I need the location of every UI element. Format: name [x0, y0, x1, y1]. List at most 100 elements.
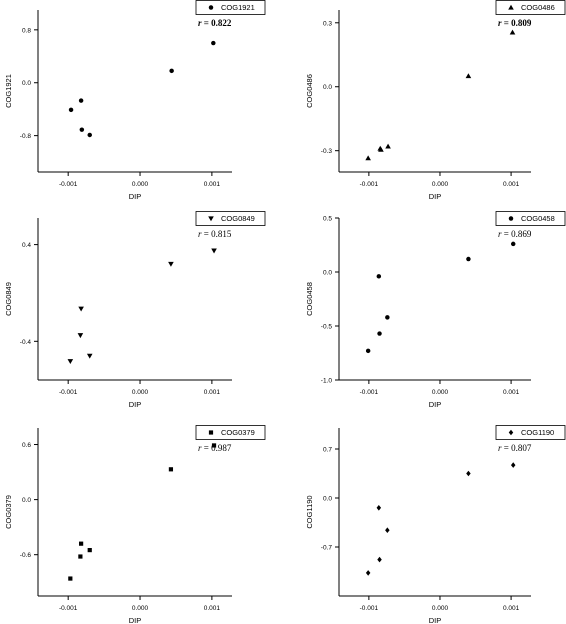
legend: COG0379: [195, 425, 266, 440]
x-tick-label: -0.001: [59, 181, 78, 188]
legend-label: COG0849: [221, 214, 255, 223]
correlation-label: r = 0.809: [498, 18, 532, 28]
correlation-label: r = 0.807: [498, 443, 532, 453]
y-tick-label: -0.6: [20, 552, 32, 559]
scatter-panel-cog0458: -0.001 0.000 0.001 0.5 0.0 -0.5 -1.0 DIP COG0458…: [305, 211, 566, 409]
y-tick-label: 0.0: [22, 497, 31, 504]
data-point: [211, 248, 217, 254]
data-point: [78, 306, 84, 312]
legend-marker: [508, 4, 514, 10]
data-point: [67, 359, 74, 365]
data-point: [168, 467, 174, 472]
x-axis-label: DIP: [429, 616, 442, 624]
y-tick-label: -0.8: [20, 133, 32, 140]
y-tick-label: -0.7: [321, 545, 333, 552]
x-tick-label: 0.000: [432, 389, 449, 396]
y-axis-label: COG0849: [4, 282, 13, 316]
legend-marker: [208, 216, 214, 222]
x-axis-label: DIP: [129, 400, 142, 409]
correlation-label: r = 0.869: [498, 229, 532, 239]
legend-marker: [208, 430, 214, 435]
scatter-panel-cog0486: -0.001 0.000 0.001 0.3 0.0 -0.3 DIP COG0486 COG0…: [305, 0, 566, 201]
data-point: [86, 353, 93, 359]
x-tick-label: 0.000: [132, 389, 149, 396]
x-tick-label: -0.001: [59, 605, 78, 612]
data-point: [211, 443, 217, 448]
y-tick-label: -0.4: [20, 339, 32, 346]
data-point: [78, 554, 83, 559]
data-point: [211, 40, 216, 46]
data-point: [465, 73, 472, 79]
y-axis-label: COG1921: [4, 74, 13, 108]
x-tick-label: 0.001: [503, 389, 520, 396]
legend-marker: [508, 216, 514, 221]
data-point: [509, 29, 516, 35]
data-point: [510, 462, 516, 468]
correlation-label: r = 0.815: [198, 229, 232, 239]
y-tick-label: -0.5: [321, 324, 333, 331]
data-point: [385, 315, 390, 320]
scatter-panel-cog1190: -0.001 0.000 0.001 0.7 0.0 -0.7 DIP COG1190 COG1…: [305, 425, 566, 624]
data-point: [77, 333, 84, 339]
legend: COG0486: [495, 0, 566, 15]
data-point: [168, 261, 174, 267]
x-tick-label: 0.001: [204, 181, 221, 188]
y-tick-label: 0.3: [323, 20, 332, 27]
y-tick-label: 0.7: [323, 447, 332, 454]
y-tick-label: 0.0: [323, 84, 332, 91]
legend: COG0849: [195, 211, 266, 226]
x-tick-label: 0.001: [204, 389, 221, 396]
data-point: [79, 127, 85, 132]
y-axis-label: COG0379: [4, 495, 13, 529]
y-tick-label: 0.6: [22, 442, 31, 449]
x-tick-label: 0.001: [204, 605, 221, 612]
x-tick-label: -0.001: [360, 389, 379, 396]
data-point: [78, 98, 84, 103]
x-tick-label: 0.001: [503, 181, 520, 188]
x-tick-label: -0.001: [59, 389, 78, 396]
legend-label: COG1190: [521, 428, 554, 437]
scatter-panel-cog1921: -0.001 0.000 0.001 0.8 0.0 -0.8 DIP COG1921 COG1…: [4, 0, 266, 201]
x-axis-label: DIP: [129, 616, 142, 624]
data-point: [376, 505, 382, 511]
data-point: [87, 132, 92, 138]
scatter-panel-cog0849: -0.001 0.000 0.001 0.4 -0.4 DIP COG0849 COG0849…: [4, 211, 266, 409]
x-axis-label: DIP: [429, 192, 442, 201]
y-tick-label: -1.0: [321, 378, 333, 385]
y-axis-label: COG1190: [305, 495, 314, 528]
data-point: [377, 556, 382, 563]
data-point: [68, 576, 73, 581]
x-tick-label: 0.000: [432, 181, 449, 188]
y-tick-label: 0.8: [22, 27, 31, 34]
legend-label: COG0379: [221, 428, 255, 437]
x-tick-label: 0.000: [432, 605, 449, 612]
y-tick-label: 0.0: [22, 80, 31, 87]
legend-label: COG1921: [221, 3, 255, 12]
data-point: [385, 527, 390, 533]
data-point: [68, 107, 74, 113]
x-axis-label: DIP: [129, 192, 142, 201]
x-tick-label: 0.001: [503, 605, 520, 612]
data-point: [365, 155, 371, 161]
data-point: [365, 570, 371, 576]
data-point: [169, 68, 174, 74]
correlation-label: r = 0.822: [198, 18, 232, 28]
x-tick-label: -0.001: [360, 181, 379, 188]
y-axis-label: COG0458: [305, 282, 314, 316]
data-point: [365, 348, 371, 354]
data-point: [79, 541, 84, 546]
legend: COG1190: [495, 425, 566, 440]
x-tick-label: -0.001: [360, 605, 379, 612]
legend: COG0458: [495, 211, 566, 226]
data-point: [466, 256, 471, 262]
x-axis-label: DIP: [429, 400, 442, 409]
scatter-panel-cog0379: -0.001 0.000 0.001 0.6 0.0 -0.6 DIP COG0379 COG0…: [4, 425, 266, 624]
y-tick-label: 0.4: [22, 242, 31, 249]
data-point: [377, 331, 382, 336]
correlation-label: r = 0.987: [198, 443, 232, 453]
y-tick-label: 0.0: [323, 270, 332, 277]
x-tick-label: 0.000: [132, 181, 149, 188]
y-tick-label: 0.5: [323, 216, 332, 223]
legend-label: COG0458: [521, 214, 555, 223]
